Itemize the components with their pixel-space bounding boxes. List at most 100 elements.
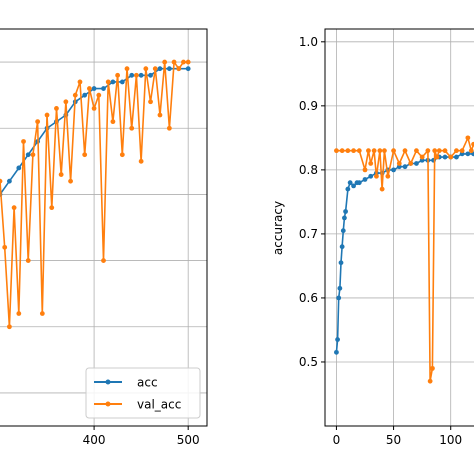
data-point-val-acc	[425, 148, 431, 154]
data-point-val-acc	[430, 365, 435, 371]
data-point-acc	[119, 79, 125, 85]
data-point-val-acc	[86, 86, 92, 91]
data-point-val-acc	[82, 152, 88, 158]
data-point-acc	[351, 183, 356, 189]
y-tick-label: 0.5	[299, 355, 318, 369]
data-point-val-acc	[7, 324, 12, 330]
data-point-val-acc	[0, 178, 3, 184]
data-point-acc	[339, 244, 345, 250]
data-point-val-acc	[162, 59, 168, 65]
data-point-val-acc	[54, 106, 59, 111]
legend-marker-val-acc	[105, 401, 111, 407]
data-point-val-acc	[134, 72, 139, 78]
data-point-val-acc	[356, 148, 362, 154]
data-point-val-acc	[382, 148, 387, 154]
y-tick-label: 0.8	[299, 163, 318, 177]
data-point-val-acc	[16, 311, 22, 316]
data-point-val-acc	[402, 148, 408, 154]
data-point-val-acc	[129, 125, 135, 131]
data-point-val-acc	[2, 244, 8, 250]
data-point-acc	[185, 66, 191, 72]
y-tick-label: 0.7	[299, 227, 318, 241]
data-point-val-acc	[334, 148, 339, 154]
data-point-acc	[338, 260, 344, 266]
data-point-val-acc	[368, 161, 374, 166]
data-point-val-acc	[408, 161, 414, 166]
legend-entry-acc: acc	[94, 376, 158, 390]
data-point-acc	[138, 72, 144, 78]
data-point-val-acc	[419, 154, 425, 160]
series-acc	[0, 66, 191, 197]
data-point-acc	[356, 180, 362, 186]
right-plot-area	[334, 135, 474, 384]
data-point-acc	[82, 92, 88, 98]
data-point-acc	[442, 154, 448, 160]
data-point-val-acc	[124, 66, 130, 72]
data-point-acc	[334, 349, 339, 355]
data-point-val-acc	[436, 148, 442, 154]
y-tick-label: 1.0	[299, 35, 318, 49]
legend: acc val_acc	[85, 367, 201, 419]
data-point-acc	[25, 152, 31, 158]
data-point-acc	[16, 165, 22, 171]
data-point-val-acc	[11, 205, 17, 211]
x-tick-label: 500	[177, 433, 200, 447]
legend-marker-acc	[105, 379, 111, 385]
series-acc	[334, 151, 474, 355]
data-point-val-acc	[101, 258, 106, 263]
data-point-val-acc	[448, 154, 454, 160]
left-axes-frame	[0, 28, 208, 427]
legend-entry-val-acc: val_acc	[94, 398, 181, 412]
data-point-val-acc	[366, 148, 371, 154]
x-tick-label: 0	[333, 433, 341, 447]
data-point-val-acc	[176, 66, 182, 72]
x-tick-label: 100	[439, 433, 462, 447]
data-point-acc	[340, 228, 346, 234]
legend-label-acc: acc	[137, 376, 158, 390]
data-point-val-acc	[110, 119, 116, 125]
data-point-val-acc	[63, 99, 69, 105]
data-point-acc	[101, 86, 106, 91]
data-point-val-acc	[39, 311, 45, 316]
data-point-val-acc	[157, 112, 163, 118]
data-point-val-acc	[44, 112, 50, 118]
right-ticks: 0 50 100 0.5 0.6 0.7 0.8 0.9 1.0	[299, 35, 462, 447]
data-point-acc	[91, 86, 97, 91]
y-tick-label: 0.9	[299, 99, 318, 113]
data-point-val-acc	[21, 139, 26, 144]
data-point-val-acc	[385, 173, 391, 179]
data-point-val-acc	[339, 148, 345, 154]
series-line-val-acc	[336, 137, 474, 383]
data-point-val-acc	[468, 148, 474, 154]
chart-right: 0 50 100 0.5 0.6 0.7 0.8 0.9 1.0 accuracy	[271, 28, 474, 447]
x-tick-label: 50	[386, 433, 401, 447]
data-point-acc	[362, 177, 368, 182]
data-point-val-acc	[471, 141, 474, 147]
right-axes-frame	[324, 28, 474, 427]
data-point-acc	[166, 66, 172, 72]
data-point-val-acc	[427, 378, 433, 384]
data-point-val-acc	[362, 167, 368, 173]
series-val-acc	[0, 59, 191, 330]
legend-label-val-acc: val_acc	[137, 398, 181, 412]
data-point-val-acc	[171, 59, 177, 65]
data-point-val-acc	[454, 148, 459, 154]
data-point-val-acc	[72, 92, 78, 98]
data-point-val-acc	[49, 205, 55, 211]
data-point-val-acc	[377, 148, 383, 154]
x-tick-label: 400	[83, 433, 106, 447]
data-point-val-acc	[181, 59, 186, 65]
data-point-val-acc	[396, 161, 402, 166]
data-point-val-acc	[371, 148, 377, 154]
data-point-acc	[368, 173, 374, 179]
data-point-val-acc	[25, 258, 31, 263]
legend-box	[85, 367, 201, 419]
data-point-val-acc	[148, 99, 153, 105]
data-point-val-acc	[391, 148, 396, 154]
data-point-acc	[465, 151, 471, 157]
data-point-acc	[343, 209, 348, 214]
data-point-val-acc	[143, 66, 149, 72]
left-x-ticks: 400 500	[83, 426, 200, 447]
data-point-val-acc	[465, 135, 471, 141]
